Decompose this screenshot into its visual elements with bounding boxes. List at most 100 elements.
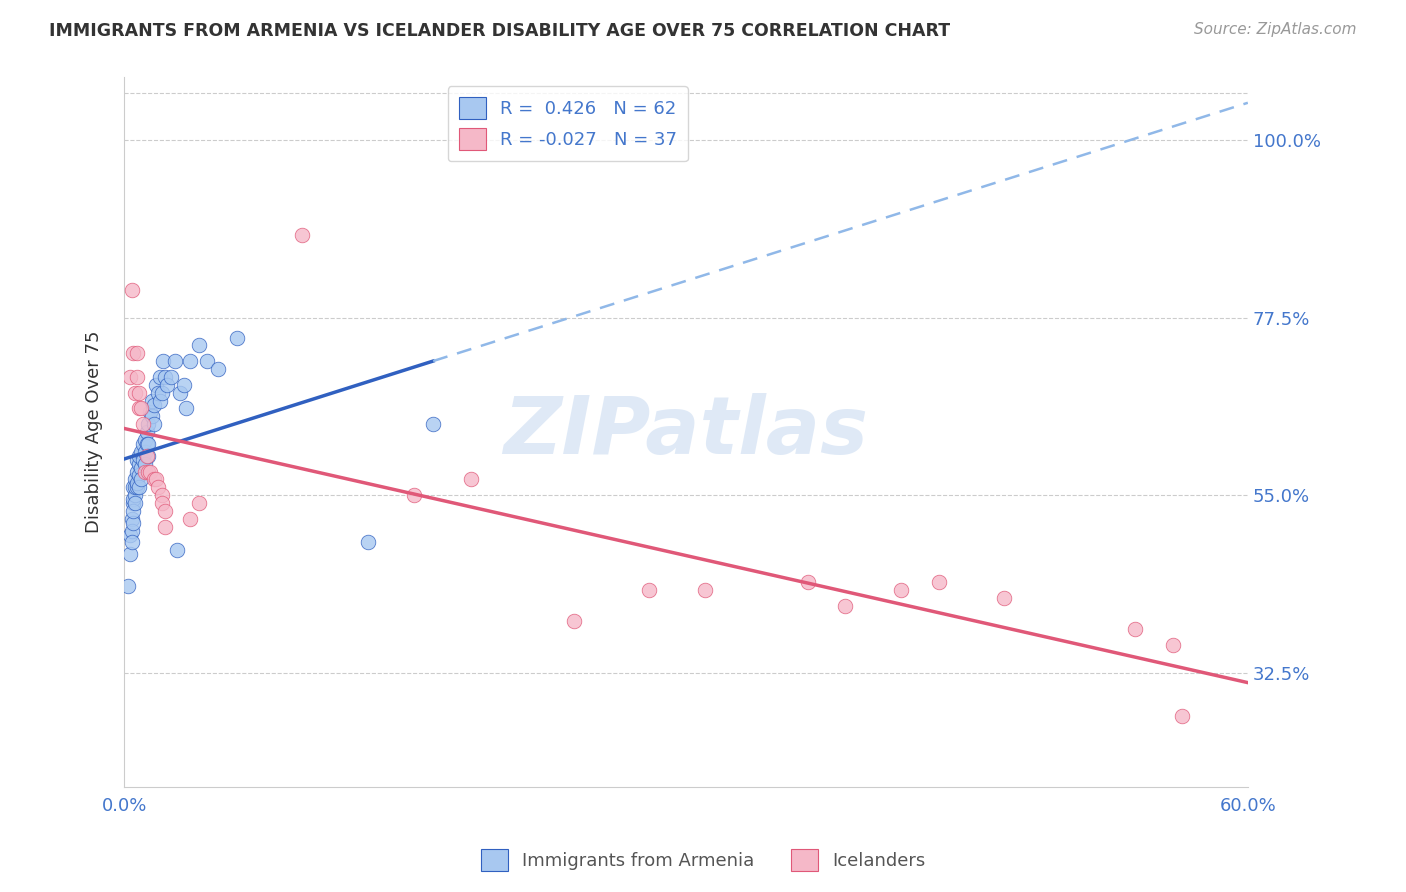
Point bbox=[129, 472, 152, 486]
Point bbox=[155, 370, 177, 384]
Point bbox=[179, 512, 201, 526]
Point bbox=[928, 574, 950, 589]
Point bbox=[143, 398, 166, 412]
Point bbox=[150, 488, 173, 502]
Point bbox=[118, 527, 141, 541]
Point bbox=[128, 468, 150, 483]
Point bbox=[139, 465, 162, 479]
Point bbox=[1125, 622, 1147, 636]
Point bbox=[128, 457, 150, 471]
Text: Source: ZipAtlas.com: Source: ZipAtlas.com bbox=[1194, 22, 1357, 37]
Legend: Immigrants from Armenia, Icelanders: Immigrants from Armenia, Icelanders bbox=[474, 842, 932, 879]
Point bbox=[693, 582, 716, 597]
Point bbox=[138, 417, 160, 432]
Point bbox=[141, 409, 163, 424]
Point bbox=[124, 385, 146, 400]
Point bbox=[174, 401, 197, 416]
Point bbox=[160, 370, 183, 384]
Point bbox=[122, 504, 145, 518]
Point bbox=[135, 425, 157, 439]
Point bbox=[129, 460, 152, 475]
Point bbox=[155, 519, 177, 533]
Point bbox=[117, 579, 139, 593]
Point bbox=[138, 449, 160, 463]
Point bbox=[127, 465, 149, 479]
Point bbox=[149, 393, 172, 408]
Point bbox=[121, 283, 143, 297]
Point bbox=[129, 445, 152, 459]
Point bbox=[128, 401, 150, 416]
Point bbox=[132, 417, 155, 432]
Point bbox=[173, 377, 195, 392]
Point bbox=[460, 472, 482, 486]
Point bbox=[169, 385, 191, 400]
Point bbox=[149, 370, 172, 384]
Point bbox=[141, 393, 163, 408]
Point bbox=[637, 582, 659, 597]
Point bbox=[134, 445, 156, 459]
Point bbox=[404, 488, 426, 502]
Point bbox=[124, 480, 146, 494]
Point bbox=[291, 228, 314, 243]
Point bbox=[166, 543, 188, 558]
Point bbox=[127, 476, 149, 491]
Point bbox=[150, 496, 173, 510]
Point bbox=[834, 599, 856, 613]
Point bbox=[121, 524, 143, 538]
Point bbox=[132, 452, 155, 467]
Point bbox=[163, 354, 186, 368]
Point bbox=[993, 591, 1015, 605]
Point bbox=[129, 401, 152, 416]
Point bbox=[128, 480, 150, 494]
Legend: R =  0.426   N = 62, R = -0.027   N = 37: R = 0.426 N = 62, R = -0.027 N = 37 bbox=[447, 87, 688, 161]
Point bbox=[146, 385, 169, 400]
Point bbox=[422, 417, 444, 432]
Point bbox=[225, 330, 247, 344]
Point bbox=[890, 582, 912, 597]
Point bbox=[134, 457, 156, 471]
Point bbox=[135, 449, 157, 463]
Point bbox=[118, 370, 141, 384]
Point bbox=[122, 516, 145, 530]
Point bbox=[122, 492, 145, 507]
Point bbox=[135, 437, 157, 451]
Point bbox=[124, 496, 146, 510]
Point bbox=[155, 504, 177, 518]
Text: ZIPatlas: ZIPatlas bbox=[503, 393, 869, 471]
Point bbox=[132, 437, 155, 451]
Point bbox=[118, 547, 141, 561]
Point bbox=[188, 496, 211, 510]
Point bbox=[356, 535, 378, 549]
Point bbox=[156, 377, 179, 392]
Point bbox=[134, 433, 156, 447]
Point bbox=[1161, 638, 1184, 652]
Point bbox=[134, 465, 156, 479]
Point bbox=[127, 452, 149, 467]
Point bbox=[146, 480, 169, 494]
Point bbox=[179, 354, 201, 368]
Point bbox=[152, 354, 174, 368]
Point bbox=[122, 496, 145, 510]
Point bbox=[124, 472, 146, 486]
Point bbox=[128, 449, 150, 463]
Point bbox=[207, 362, 229, 376]
Point bbox=[138, 465, 160, 479]
Point bbox=[122, 346, 145, 360]
Y-axis label: Disability Age Over 75: Disability Age Over 75 bbox=[86, 331, 103, 533]
Point bbox=[143, 472, 166, 486]
Point bbox=[143, 417, 166, 432]
Point bbox=[122, 480, 145, 494]
Point bbox=[188, 338, 211, 352]
Point bbox=[145, 377, 167, 392]
Point bbox=[562, 615, 585, 629]
Point bbox=[139, 405, 162, 419]
Point bbox=[796, 574, 818, 589]
Point bbox=[1171, 709, 1194, 723]
Point bbox=[145, 472, 167, 486]
Point bbox=[124, 488, 146, 502]
Point bbox=[121, 535, 143, 549]
Point bbox=[127, 480, 149, 494]
Point bbox=[121, 512, 143, 526]
Point bbox=[128, 385, 150, 400]
Point bbox=[150, 385, 173, 400]
